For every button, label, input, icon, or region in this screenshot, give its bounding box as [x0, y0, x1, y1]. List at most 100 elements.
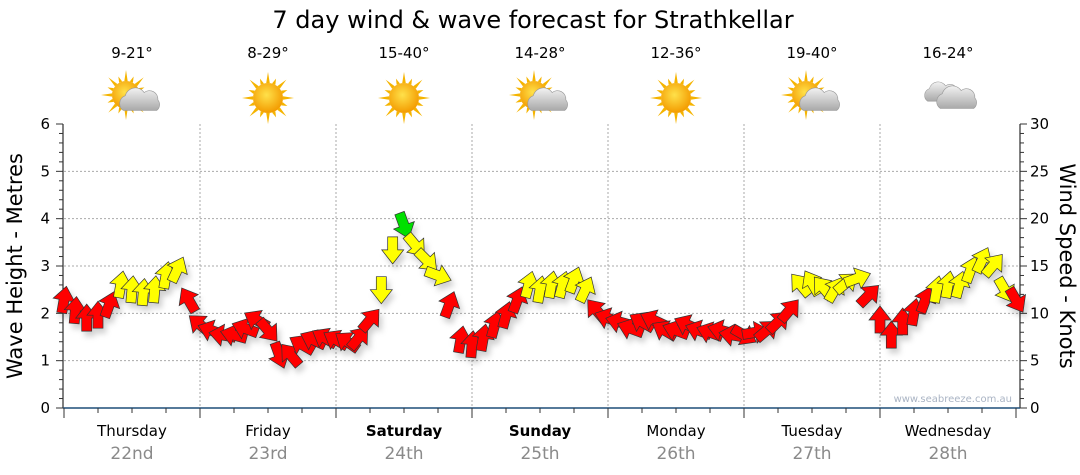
date-label: 25th [520, 444, 559, 464]
sun-ray [277, 79, 287, 89]
sun-ray [418, 96, 430, 100]
sun-ray [395, 111, 400, 118]
wind-arrow [392, 210, 415, 239]
sun-ray [413, 107, 423, 117]
wind-arrow [980, 253, 1003, 279]
sun-ray [408, 78, 413, 85]
sunny-icon [378, 72, 430, 124]
cloud-shape [527, 87, 568, 111]
sun-ray [787, 87, 794, 92]
right-tick-label: 15 [1030, 257, 1049, 275]
sun-ray [537, 76, 542, 83]
sun-ray [107, 98, 114, 103]
sun-ray [689, 102, 696, 107]
sunny-icon [650, 72, 702, 124]
sun-ray [814, 77, 824, 87]
cloud-shape [799, 87, 840, 111]
axes: 0 1 2 3 4 5 6 0 5 10 15 20 25 30 [40, 115, 1049, 418]
left-tick-label: 6 [40, 115, 50, 133]
date-label: 24th [384, 444, 423, 464]
sun-ray [689, 89, 696, 94]
sun-ray [402, 72, 406, 84]
right-tick-label: 30 [1030, 115, 1049, 133]
date-label: 27th [792, 444, 831, 464]
sun-ray [384, 89, 391, 94]
sun-ray [272, 78, 277, 85]
sun-ray [509, 93, 521, 97]
right-tick-label: 5 [1030, 352, 1040, 370]
sun-ray [667, 78, 672, 85]
temperature-range: 12-36° [650, 44, 701, 62]
sun-ray [107, 87, 114, 92]
sun-ray [680, 111, 685, 118]
wind-arrow [369, 276, 394, 305]
sun-ray [417, 89, 424, 94]
sun-ray [266, 112, 270, 124]
date-label: 23rd [248, 444, 287, 464]
sun-ray [788, 103, 798, 113]
temperature-range: 19-40° [786, 44, 837, 62]
sun-ray [657, 79, 667, 89]
right-axis-label: Wind Speed - Knots [1055, 163, 1079, 368]
wind-arrow [842, 267, 871, 290]
day-label: Friday [245, 422, 291, 440]
cloud-body [119, 87, 160, 111]
sun-disc [389, 83, 419, 113]
wind-arrow [574, 276, 596, 305]
sun-ray [516, 103, 526, 113]
sun-ray [781, 93, 793, 97]
wind-arrow [449, 325, 473, 354]
sun-ray [249, 79, 259, 89]
left-tick-label: 2 [40, 304, 50, 322]
wind-arrows [52, 210, 1026, 369]
temperature-range: 8-29° [247, 44, 289, 62]
sun-ray [242, 96, 254, 100]
sun-ray [272, 111, 277, 118]
sun-ray [515, 98, 522, 103]
wind-arrow [879, 320, 904, 349]
sun-ray [667, 111, 672, 118]
sun-ray [656, 89, 663, 94]
gridlines [64, 124, 1020, 408]
cloud-body [527, 87, 568, 111]
cloud-body [936, 85, 977, 109]
sun-ray [798, 76, 803, 83]
left-tick-label: 0 [40, 399, 50, 417]
sun-ray [532, 108, 536, 120]
sun-ray [674, 112, 678, 124]
wind-arrow [231, 317, 260, 340]
temperature-range: 16-24° [922, 44, 973, 62]
sun-ray [395, 78, 400, 85]
wind-arrow [109, 270, 133, 299]
day-label: Sunday [509, 422, 572, 440]
cloud-shape [936, 85, 977, 109]
partly-cloudy-icon [101, 70, 160, 120]
sun-ray [281, 102, 288, 107]
watermark: www.seabreeze.com.au [894, 394, 1012, 405]
sun-ray [516, 77, 526, 87]
sun-ray [417, 102, 424, 107]
right-tick-label: 0 [1030, 399, 1040, 417]
sun-ray [134, 77, 144, 87]
sun-ray [657, 107, 667, 117]
wind-arrow [380, 236, 405, 265]
sun-ray [385, 79, 395, 89]
cloud-shape [119, 87, 160, 111]
wind-arrow [438, 291, 461, 320]
day-label: Saturday [366, 422, 443, 440]
wind-arrow [423, 264, 452, 287]
sun-ray [787, 98, 794, 103]
sun-ray [281, 89, 288, 94]
sun-disc [661, 83, 691, 113]
left-tick-label: 5 [40, 162, 50, 180]
left-axis-label: Wave Height - Metres [3, 153, 27, 379]
sun-ray [690, 96, 702, 100]
sun-ray [108, 77, 118, 87]
sun-disc [253, 83, 283, 113]
wind-arrow [346, 326, 369, 352]
date-label: 28th [928, 444, 967, 464]
left-tick-label: 3 [40, 257, 50, 275]
temperature-range: 14-28° [514, 44, 565, 62]
wind-arrow [178, 287, 201, 315]
